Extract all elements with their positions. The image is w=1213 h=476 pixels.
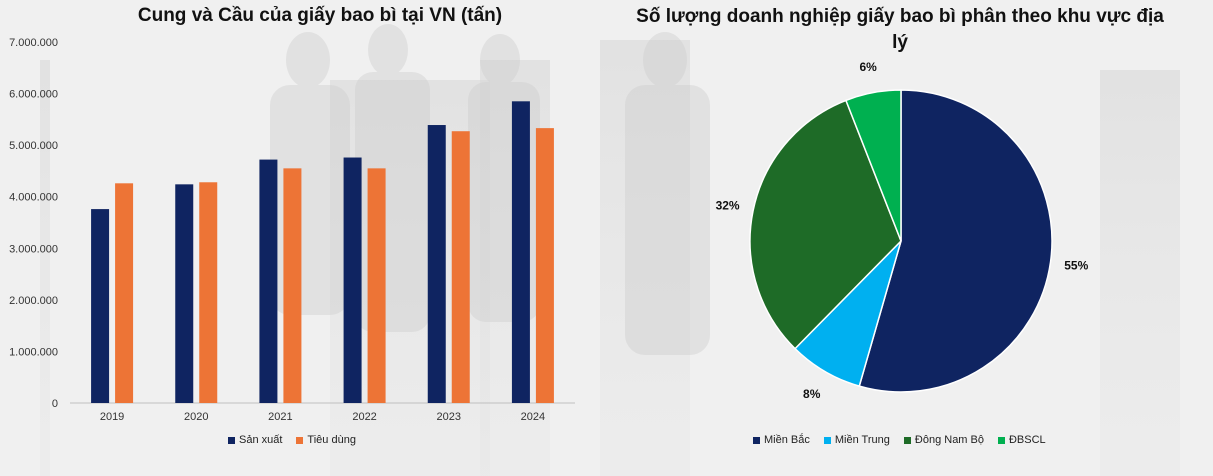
y-tick-label: 4.000.000 <box>9 192 58 204</box>
legend-swatch-mien-bac <box>753 436 760 444</box>
x-tick-label: 2023 <box>437 411 461 423</box>
legend-label-mien-trung: Miền Trung <box>834 434 890 446</box>
bar-san-xuat-2019 <box>91 209 110 403</box>
pie-chart-title: Số lượng doanh nghiệp giấy bao bì phân t… <box>636 6 1164 53</box>
x-tick-label: 2024 <box>521 411 545 423</box>
x-tick-label: 2019 <box>100 411 124 423</box>
bar-san-xuat-2022 <box>343 157 362 403</box>
bar-tieu-dung-2023 <box>451 131 470 403</box>
legend-item-dong-nam-bo: Đông Nam Bộ <box>903 434 984 446</box>
legend-label-dong-nam-bo: Đông Nam Bộ <box>914 434 984 446</box>
bar-tieu-dung-2021 <box>283 168 302 403</box>
pie-slice-dbscl <box>844 89 902 242</box>
y-tick-label: 0 <box>52 398 58 410</box>
legend-label-san-xuat: Sản xuất <box>239 434 283 446</box>
legend-swatch-san-xuat <box>228 436 235 444</box>
legend-item-tieu-dung: Tiêu dùng <box>296 434 356 446</box>
legend-swatch-dbscl <box>997 436 1005 444</box>
legend-label-dbscl: ĐBSCL <box>1008 434 1046 446</box>
y-tick-label: 3.000.000 <box>9 243 58 255</box>
legend-label-tieu-dung: Tiêu dùng <box>307 434 356 446</box>
legend-item-mien-bac: Miền Bắc <box>753 434 810 446</box>
legend-swatch-dong-nam-bo <box>903 436 911 444</box>
y-tick-label: 1.000.000 <box>9 346 58 358</box>
legend-item-san-xuat: Sản xuất <box>228 434 282 446</box>
bar-chart-panel: Cung và Cầu của giấy bao bì tại VN (tấn)… <box>0 0 590 476</box>
y-tick-label: 5.000.000 <box>9 140 58 152</box>
legend-item-dbscl: ĐBSCL <box>997 434 1046 446</box>
x-tick-label: 2022 <box>352 411 376 423</box>
bar-chart-title: Cung và Cầu của giấy bao bì tại VN (tấn) <box>137 5 503 26</box>
y-tick-label: 7.000.000 <box>9 37 58 49</box>
legend-swatch-mien-trung <box>823 436 831 444</box>
bar-san-xuat-2024 <box>511 101 530 404</box>
pie-slice-mien-bac <box>858 89 1053 393</box>
pie-label-mien-trung: 8% <box>803 387 821 401</box>
legend-swatch-tieu-dung <box>296 436 304 444</box>
bar-tieu-dung-2020 <box>199 182 218 403</box>
bar-san-xuat-2021 <box>259 159 278 403</box>
pie-slice-dong-nam-bo <box>749 99 902 350</box>
bar-tieu-dung-2022 <box>367 168 386 403</box>
pie-chart-panel: Số lượng doanh nghiệp giấy bao bì phân t… <box>590 0 1213 476</box>
pie-label-dong-nam-bo: 32% <box>716 198 740 212</box>
pie-chart: 55% 8% 32% 6% <box>716 60 1089 401</box>
x-tick-label: 2020 <box>184 411 208 423</box>
bar-chart: 0 1.000.000 2.000.000 3.000.000 4.000.000 5.0… <box>9 37 575 423</box>
legend-item-mien-trung: Miền Trung <box>823 434 890 446</box>
y-tick-label: 2.000.000 <box>9 295 58 307</box>
pie-label-mien-bac: 55% <box>1064 259 1088 273</box>
pie-chart-legend: Miền Bắc Miền Trung Đông Nam Bộ ĐBSCL <box>753 434 1046 446</box>
x-tick-label: 2021 <box>268 411 292 423</box>
y-tick-label: 6.000.000 <box>9 89 58 101</box>
bar-tieu-dung-2024 <box>535 128 554 404</box>
legend-label-mien-bac: Miền Bắc <box>764 434 810 446</box>
bar-san-xuat-2020 <box>175 184 194 403</box>
pie-label-dbscl: 6% <box>859 60 877 74</box>
bar-chart-legend: Sản xuất Tiêu dùng <box>228 434 356 446</box>
bar-tieu-dung-2019 <box>115 183 134 403</box>
bar-san-xuat-2023 <box>427 125 446 403</box>
